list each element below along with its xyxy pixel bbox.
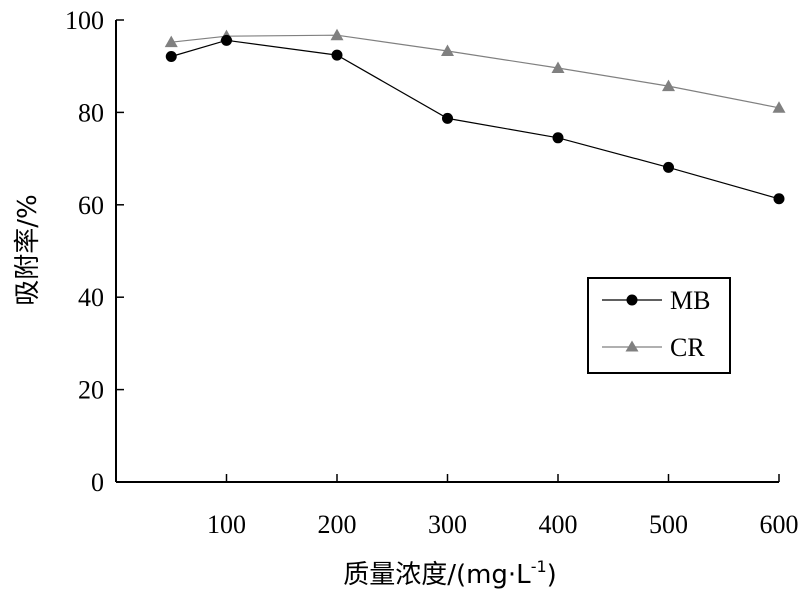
legend-mb-marker [626,294,638,306]
x-axis-label-sup: -1 [531,557,547,576]
x-tick-label: 300 [428,510,467,539]
y-tick-label: 100 [65,6,104,35]
x-tick-label: 400 [539,510,578,539]
y-tick-label: 80 [78,98,104,127]
y-tick-label: 20 [78,376,104,405]
y-tick-label: 0 [91,468,104,497]
legend-cr-marker [625,340,639,352]
x-axis-label-end: ) [547,560,557,590]
ticks: 0 20 40 60 80 100 100 200 300 400 500 600 [65,6,799,539]
y-tick-label: 60 [78,191,104,220]
data-point-mb [221,34,232,46]
legend-cr-label: CR [670,333,705,362]
data-point-mb [773,193,785,205]
data-point-cr [330,28,344,41]
legend: MB CR [587,277,731,374]
axes [115,20,779,483]
x-tick-label: 500 [649,510,688,539]
data-point-cr [164,35,178,48]
x-axis-label-main: 质量浓度/(mg·L [343,560,531,590]
data-point-mb [442,112,453,124]
series-layer [164,28,786,205]
data-point-mb [165,50,177,62]
data-point-cr [441,44,454,56]
data-point-mb [331,49,343,61]
series-line-mb [171,39,780,200]
x-axis-label: 质量浓度/(mg·L-1) [343,557,557,590]
data-point-cr [772,101,786,113]
legend-box [587,277,731,374]
y-axis-label: 吸附率/% [13,194,43,305]
data-point-cr [662,79,675,92]
data-point-mb [663,161,674,173]
data-point-cr [551,61,565,74]
x-tick-label: 200 [318,510,357,539]
legend-mb-label: MB [670,286,710,315]
data-point-mb [552,132,564,144]
series-line-cr [171,34,780,109]
x-tick-label: 600 [760,510,799,539]
x-tick-label: 100 [207,510,246,539]
y-tick-label: 40 [78,283,104,312]
